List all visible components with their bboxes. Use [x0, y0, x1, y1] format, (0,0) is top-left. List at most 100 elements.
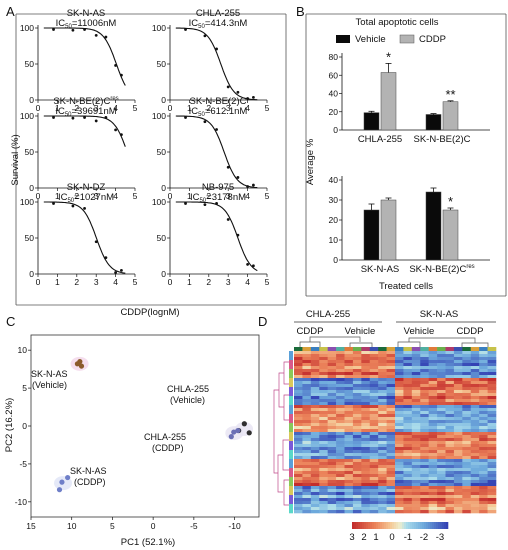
heatmap-cell — [395, 363, 404, 367]
heatmap-cell — [386, 405, 396, 409]
heatmap-cell — [369, 480, 379, 484]
heatmap-cell — [479, 456, 488, 460]
heatmap-cell — [310, 468, 320, 472]
heatmap-cell — [386, 357, 396, 361]
heatmap-cell — [479, 444, 488, 448]
heatmap-cell — [336, 408, 345, 412]
heatmap-cell — [294, 507, 303, 511]
y-tick-label: 50 — [25, 233, 35, 243]
heatmap-cell — [352, 495, 362, 499]
heatmap-cell — [445, 366, 455, 370]
heatmap-cell — [487, 375, 497, 379]
heatmap-cell — [302, 480, 312, 484]
heatmap-cell — [327, 384, 337, 388]
heatmap-cell — [352, 381, 362, 385]
row-annotation — [289, 441, 293, 445]
heatmap-cell — [411, 477, 421, 481]
heatmap-cell — [445, 387, 455, 391]
scale-gradient — [418, 522, 421, 529]
data-point — [120, 133, 123, 137]
heatmap-cell — [470, 381, 480, 385]
heatmap-cell — [428, 462, 438, 466]
heatmap-cell — [319, 474, 328, 478]
heatmap-cell — [319, 501, 328, 505]
row-annotation — [289, 417, 293, 421]
heatmap-cell — [470, 396, 480, 400]
heatmap-cell — [445, 495, 455, 499]
heatmap-cell — [310, 384, 320, 388]
heatmap-cell — [395, 399, 404, 403]
heatmap-cell — [453, 399, 463, 403]
heatmap-cell — [302, 459, 312, 463]
heatmap-cell — [395, 417, 404, 421]
heatmap-cell — [352, 510, 362, 514]
heatmap-cell — [395, 492, 404, 496]
heatmap-cell — [395, 471, 404, 475]
heatmap-cell — [487, 510, 497, 514]
heatmap-cell — [462, 372, 472, 376]
heatmap-cell — [369, 411, 379, 415]
heatmap-cell — [352, 390, 362, 394]
pca-label-sknas-vehicle-cond: (Vehicle) — [32, 380, 67, 390]
heatmap-cell — [470, 477, 480, 481]
scale-gradient — [424, 522, 427, 529]
heatmap-cell — [453, 393, 463, 397]
heatmap-cell — [462, 456, 472, 460]
heatmap-cell — [327, 438, 337, 442]
heatmap-cell — [487, 408, 497, 412]
data-point — [83, 28, 86, 31]
heatmap-cell — [302, 432, 312, 436]
heatmap-cell — [319, 492, 328, 496]
heatmap-cell — [352, 405, 362, 409]
heatmap-cell — [437, 492, 446, 496]
heatmap-cell — [386, 495, 396, 499]
heatmap-cell — [302, 486, 312, 490]
heatmap-cell — [420, 378, 429, 382]
heatmap-cell — [361, 375, 371, 379]
heatmap-cell — [437, 402, 446, 406]
heatmap-cell — [470, 507, 480, 511]
heatmap-cell — [352, 459, 362, 463]
heatmap-cell — [310, 501, 320, 505]
heatmap-cell — [470, 423, 480, 427]
heatmap-cell — [336, 510, 345, 514]
heatmap-cell — [336, 384, 345, 388]
heatmap-cell — [395, 462, 404, 466]
heatmap-cell — [361, 393, 371, 397]
row-annotation — [289, 399, 293, 403]
heatmap-cell — [428, 459, 438, 463]
heatmap-cell — [378, 396, 387, 400]
heatmap-cell — [487, 483, 497, 487]
column-annotation — [310, 347, 320, 351]
heatmap-cell — [310, 462, 320, 466]
heatmap-cell — [386, 351, 396, 355]
heatmap-cell — [403, 453, 413, 457]
heatmap-cell — [327, 399, 337, 403]
heatmap-cell — [352, 423, 362, 427]
heatmap-cell — [369, 372, 379, 376]
heatmap-cell — [453, 507, 463, 511]
heatmap-cell — [327, 390, 337, 394]
heatmap-cell — [411, 426, 421, 430]
row-annotation — [289, 483, 293, 487]
heatmap-cell — [319, 405, 328, 409]
heatmap-cell — [411, 510, 421, 514]
x-tick-label: 1 — [55, 103, 60, 113]
heatmap-cell — [445, 468, 455, 472]
heatmap-cell — [487, 423, 497, 427]
data-point — [94, 33, 98, 37]
scale-gradient — [426, 522, 429, 529]
y-tick-label: 50 — [157, 59, 167, 69]
heatmap-cell — [487, 417, 497, 421]
heatmap-cell — [395, 354, 404, 358]
heatmap-cell — [453, 447, 463, 451]
heatmap-cell — [470, 501, 480, 505]
column-annotation — [411, 347, 421, 351]
heatmap-cell — [428, 501, 438, 505]
heatmap-cell — [420, 402, 429, 406]
heatmap-cell — [395, 423, 404, 427]
heatmap-cell — [302, 402, 312, 406]
heatmap-cell — [453, 357, 463, 361]
heatmap-cell — [445, 480, 455, 484]
